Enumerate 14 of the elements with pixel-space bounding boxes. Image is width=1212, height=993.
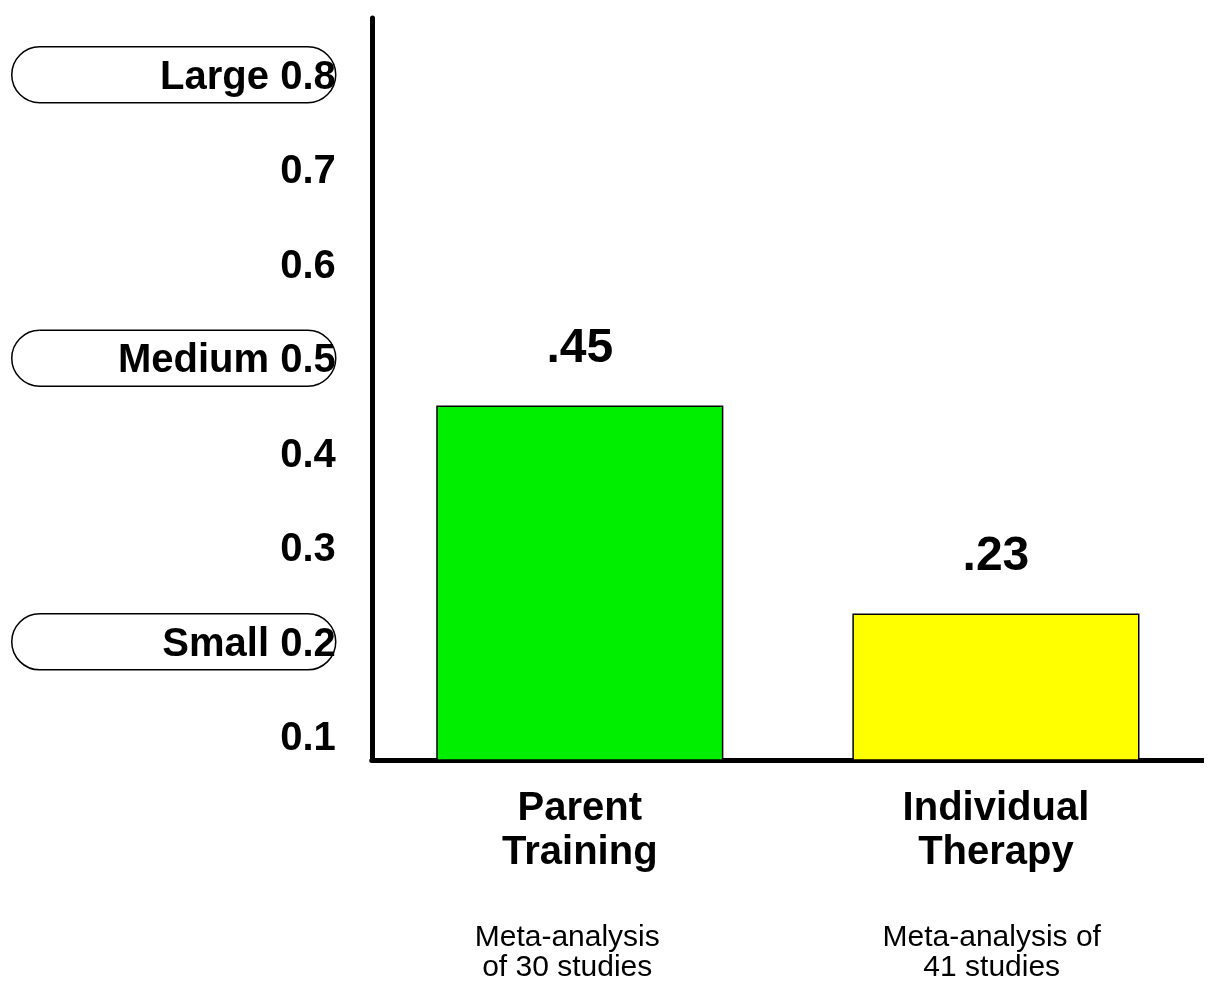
x-tick-label: Individual Therapy bbox=[902, 784, 1090, 872]
y-tick-label: 0.7 bbox=[280, 147, 336, 192]
y-tick-label: Large 0.8 bbox=[160, 52, 336, 97]
y-tick-label: 0.1 bbox=[280, 714, 336, 759]
y-tick-label: Small 0.2 bbox=[162, 619, 336, 664]
text: Meta-analysis of 30 studies bbox=[474, 918, 660, 982]
y-tick-label: 0.6 bbox=[280, 241, 336, 286]
y-tick-label: Medium 0.5 bbox=[117, 336, 336, 381]
x-tick-label: Parent Training bbox=[502, 784, 658, 872]
data-label: .23 bbox=[962, 526, 1030, 580]
data-label: .45 bbox=[546, 319, 614, 373]
y-tick-label: 0.4 bbox=[280, 430, 337, 475]
y-tick-label: 0.3 bbox=[280, 525, 336, 570]
text: Meta-analysis of 41 studies bbox=[882, 918, 1102, 982]
